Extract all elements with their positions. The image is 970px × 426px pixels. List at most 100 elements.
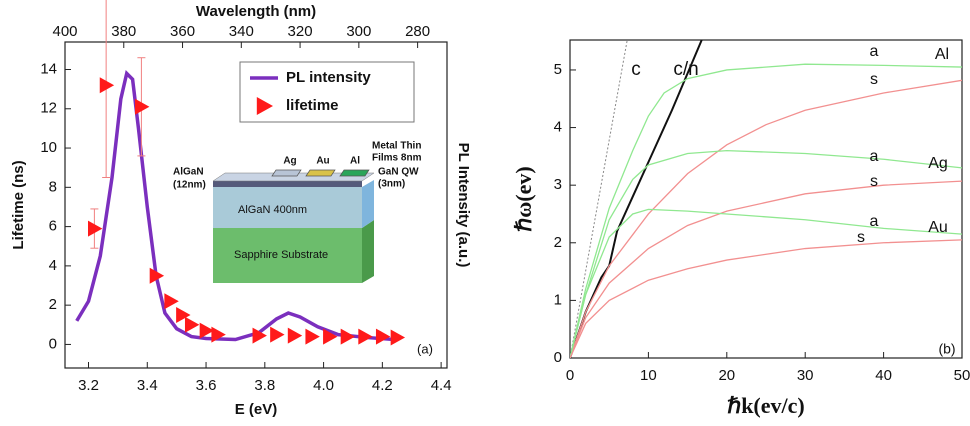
x2-tick-label: 380 [111,23,136,40]
y-tick-label: 5 [554,61,562,78]
algan-side [362,180,374,228]
annotation: a [870,43,879,60]
annotation: GaN QW [378,167,419,178]
annotation: Films 8nm [372,153,422,164]
data-point [176,306,191,323]
series-line [570,239,962,358]
x-tick-label: 30 [797,367,814,384]
x-tick-label: 4.2 [372,377,393,394]
x-tick-label: 3.6 [196,377,217,394]
series-line [570,208,962,358]
legend-swatch [256,97,273,115]
y-tick-label: 1 [554,291,562,308]
annotation: a [870,213,879,230]
annotation: s [857,229,865,246]
y-tick-label: 8 [49,178,57,195]
data-point [305,328,320,345]
x-tick-label: 50 [954,367,970,384]
y-tick-label: 0 [49,335,57,352]
qw-layer [213,181,362,187]
annotation: (12nm) [173,180,206,191]
legend-box [239,61,415,123]
x-tick-label: 3.4 [137,377,158,394]
series-line [570,79,962,358]
annotation: Sapphire Substrate [234,249,328,261]
metal-pad [271,169,302,177]
data-point [287,327,303,344]
x-tick-label: 20 [718,367,735,384]
annotation: Ag [283,156,296,167]
annotation: AlGaN [173,167,204,178]
x-axis-label: ℏk(ev/c) [727,393,804,418]
annotation: AlGaN 400nm [238,204,307,216]
annotation: Metal Thin [372,141,421,152]
x-tick-label: 3.2 [78,377,99,394]
series-line [570,40,628,358]
y-tick-label: 4 [49,257,57,274]
data-point [99,77,115,94]
series-line [570,63,962,358]
y-tick-label: 2 [554,234,562,251]
y-tick-label: 2 [49,296,57,313]
y-tick-label: 0 [554,349,562,366]
data-point [211,326,226,343]
data-point [199,322,215,339]
y-tick-label: 10 [40,139,57,156]
y-axis-label: Lifetime (ns) [10,160,27,249]
metal-pad [339,169,370,177]
y-tick-label: 12 [40,100,57,117]
y-tick-label: 6 [49,218,57,235]
data-point [252,327,267,344]
annotation: (a) [417,341,433,356]
algan-layer [213,187,362,228]
metal-pad [305,169,336,177]
annotation: c/n [673,59,698,80]
data-point [390,329,406,346]
plot-frame [64,41,448,369]
panel: 3.2 3.4 3.6 3.8 4.0 4.2 4.4 0 2 4 6 8 10 12 14 400 380 36… [10,0,472,418]
annotation: Al [935,46,949,63]
top-surface [212,172,375,182]
annotation: (b) [938,341,955,357]
x2-tick-label: 360 [170,23,195,40]
annotation: s [870,71,878,88]
x2-tick-label: 400 [52,23,77,40]
x-tick-label: 40 [875,367,892,384]
legend-label: lifetime [286,97,339,114]
plot-frame [569,39,963,359]
data-point [375,328,391,345]
data-point [358,328,373,345]
y-tick-label: 14 [40,60,57,77]
annotation: Ag [928,155,948,172]
data-point [149,267,165,284]
y-tick-label: 4 [554,119,562,136]
x-tick-label: 4.0 [313,377,334,394]
annotation: Au [316,156,329,167]
x-axis-label: E (eV) [235,401,278,418]
data-point [135,98,150,115]
y-axis-label: ℏω(ev) [511,166,536,231]
x2-axis-label: Wavelength (nm) [196,3,316,20]
series-line [570,180,962,358]
annotation: a [870,148,879,165]
data-point [323,328,338,345]
annotation: (3nm) [378,179,405,190]
substrate-side [362,220,374,283]
annotation: c [631,59,641,80]
series-line [75,69,395,342]
x2-tick-label: 280 [405,23,430,40]
data-point [270,326,285,343]
series-line [570,149,962,358]
inset-diagram [212,169,375,283]
data-point [164,293,179,310]
annotation: Au [928,219,948,236]
substrate-layer [213,228,362,283]
x2-tick-label: 340 [229,23,254,40]
series-line [570,40,703,358]
data-point [340,328,356,345]
x-tick-label: 3.8 [254,377,275,394]
data-point [184,316,200,333]
y-tick-label: 3 [554,176,562,193]
